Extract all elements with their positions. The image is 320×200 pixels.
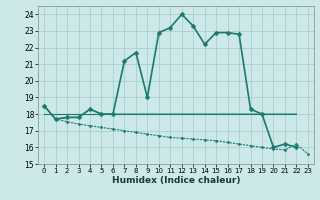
- X-axis label: Humidex (Indice chaleur): Humidex (Indice chaleur): [112, 176, 240, 185]
